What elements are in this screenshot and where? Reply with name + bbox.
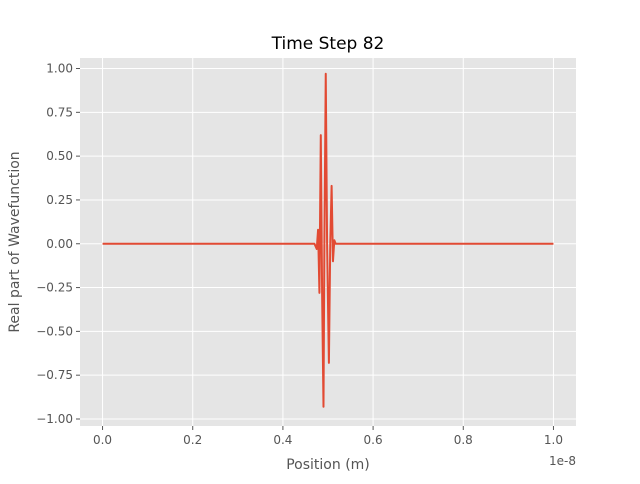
y-tick-label: 0.75: [46, 105, 73, 119]
y-tick-label: −0.50: [36, 324, 73, 338]
x-tick-label: 0.0: [93, 433, 112, 447]
x-tick-label: 1.0: [544, 433, 563, 447]
x-tick-label: 0.8: [454, 433, 473, 447]
x-axis-ticks: 0.0 0.2 0.4 0.6 0.8 1.0: [93, 426, 563, 447]
y-tick-label: −0.25: [36, 281, 73, 295]
x-axis-offset-label: 1e-8: [549, 454, 576, 468]
x-tick-label: 0.6: [364, 433, 383, 447]
y-tick-label: 0.00: [46, 237, 73, 251]
y-axis-ticks: −1.00 −0.75 −0.50 −0.25 0.00 0.25 0.50 0.75 1.00: [36, 62, 80, 426]
series-layer: [102, 72, 554, 408]
y-tick-label: 0.25: [46, 193, 73, 207]
x-tick-label: 0.2: [183, 433, 202, 447]
y-tick-label: 1.00: [46, 62, 73, 76]
chart-title: Time Step 82: [271, 34, 385, 54]
x-tick-label: 0.4: [273, 433, 292, 447]
y-tick-label: −0.75: [36, 368, 73, 382]
series-line: [102, 72, 554, 408]
x-axis-label: Position (m): [286, 457, 370, 473]
y-tick-label: −1.00: [36, 412, 73, 426]
y-axis-label: Real part of Wavefunction: [7, 151, 23, 332]
y-tick-label: 0.50: [46, 149, 73, 163]
